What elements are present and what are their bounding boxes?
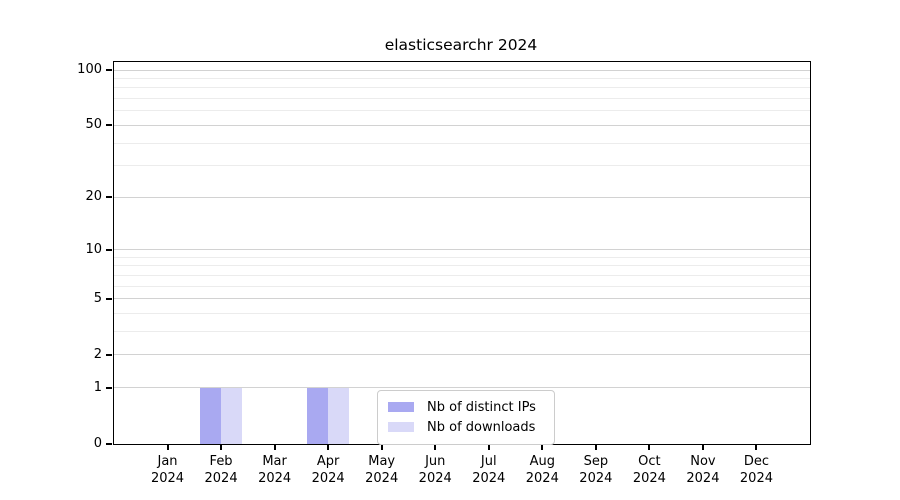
y-tick-mark [106,248,112,251]
chart-title: elasticsearchr 2024 [384,36,538,54]
x-tick-label: Jun 2024 [418,454,452,486]
legend-swatch-distinct-ips [388,402,414,412]
y-tick-mark [106,124,112,127]
y-tick-label: 1 [93,379,102,395]
plot-area: 0 1 2 5 10 20 50 100 Jan 2024 Feb 2024 Mar 2024 Apr… [77,61,811,486]
x-tick-label: Oct 2024 [632,454,666,486]
x-tick-label: Apr 2024 [311,454,345,486]
y-tick-label: 0 [93,436,102,451]
legend-item-distinct-ips: Nb of distinct IPs [388,397,544,417]
y-tick-mark [106,196,112,199]
y-tick-label: 50 [85,117,102,133]
legend-label-distinct-ips: Nb of distinct IPs [427,399,536,415]
gridline-minor [114,110,810,112]
y-tick-label: 10 [85,241,102,257]
gridline-minor [114,265,810,267]
y-tick-label: 2 [93,346,102,362]
gridline-major [114,298,810,300]
x-tick-mark [648,444,651,450]
y-tick-mark [106,69,112,71]
bar-apr-distinct-ips [307,387,329,444]
legend-swatch-downloads [388,422,414,432]
x-tick-label: Nov 2024 [686,454,720,486]
gridline-minor [114,165,810,167]
gridlines-layer [114,62,810,444]
x-tick-mark [541,444,544,450]
gridline-major [114,69,810,71]
gridline-major [114,354,810,356]
gridline-minor [114,98,810,100]
legend-item-downloads: Nb of downloads [388,417,544,437]
gridline-minor [114,77,810,79]
x-tick-label: Jul 2024 [472,454,506,486]
y-tick-mark [106,297,112,300]
gridline-major [114,387,810,389]
bar-feb-downloads [221,387,243,444]
gridline-minor [114,331,810,333]
y-tick-label: 100 [77,62,102,77]
y-tick-label: 5 [93,290,102,306]
x-tick-mark [273,444,276,450]
x-tick-mark [701,444,704,450]
x-tick-mark [327,444,330,450]
bar-feb-distinct-ips [200,387,222,444]
x-tick-label: Sep 2024 [579,454,613,486]
gridline-minor [114,256,810,258]
gridline-major [114,196,810,198]
legend-label-downloads: Nb of downloads [427,419,536,435]
gridline-minor [114,87,810,89]
bar-apr-downloads [328,387,350,444]
x-tick-label: May 2024 [365,454,399,486]
y-tick-mark [106,443,112,445]
x-tick-mark [220,444,223,450]
gridline-major [114,249,810,251]
x-tick-label: Mar 2024 [258,454,292,486]
x-tick-label: Aug 2024 [525,454,559,486]
legend: Nb of distinct IPs Nb of downloads [377,390,555,445]
gridline-minor [114,142,810,144]
x-tick-label: Dec 2024 [739,454,773,486]
y-tick-mark [106,386,112,389]
x-tick-mark [434,444,437,450]
axis-ticks-layer: 0 1 2 5 10 20 50 100 Jan 2024 Feb 2024 Mar 2024 Apr… [77,62,810,486]
gridline-minor [114,285,810,287]
gridline-major [114,124,810,126]
y-tick-mark [106,353,112,356]
gridline-minor [114,313,810,315]
y-tick-label: 20 [85,189,102,205]
x-tick-mark [755,444,758,450]
x-tick-label: Feb 2024 [204,454,238,486]
x-tick-mark [166,444,169,450]
x-tick-mark [487,444,490,450]
x-tick-mark [380,444,383,450]
x-tick-mark [594,444,597,450]
x-tick-label: Jan 2024 [150,454,185,486]
bars-layer [114,62,810,444]
gridline-minor [114,274,810,276]
